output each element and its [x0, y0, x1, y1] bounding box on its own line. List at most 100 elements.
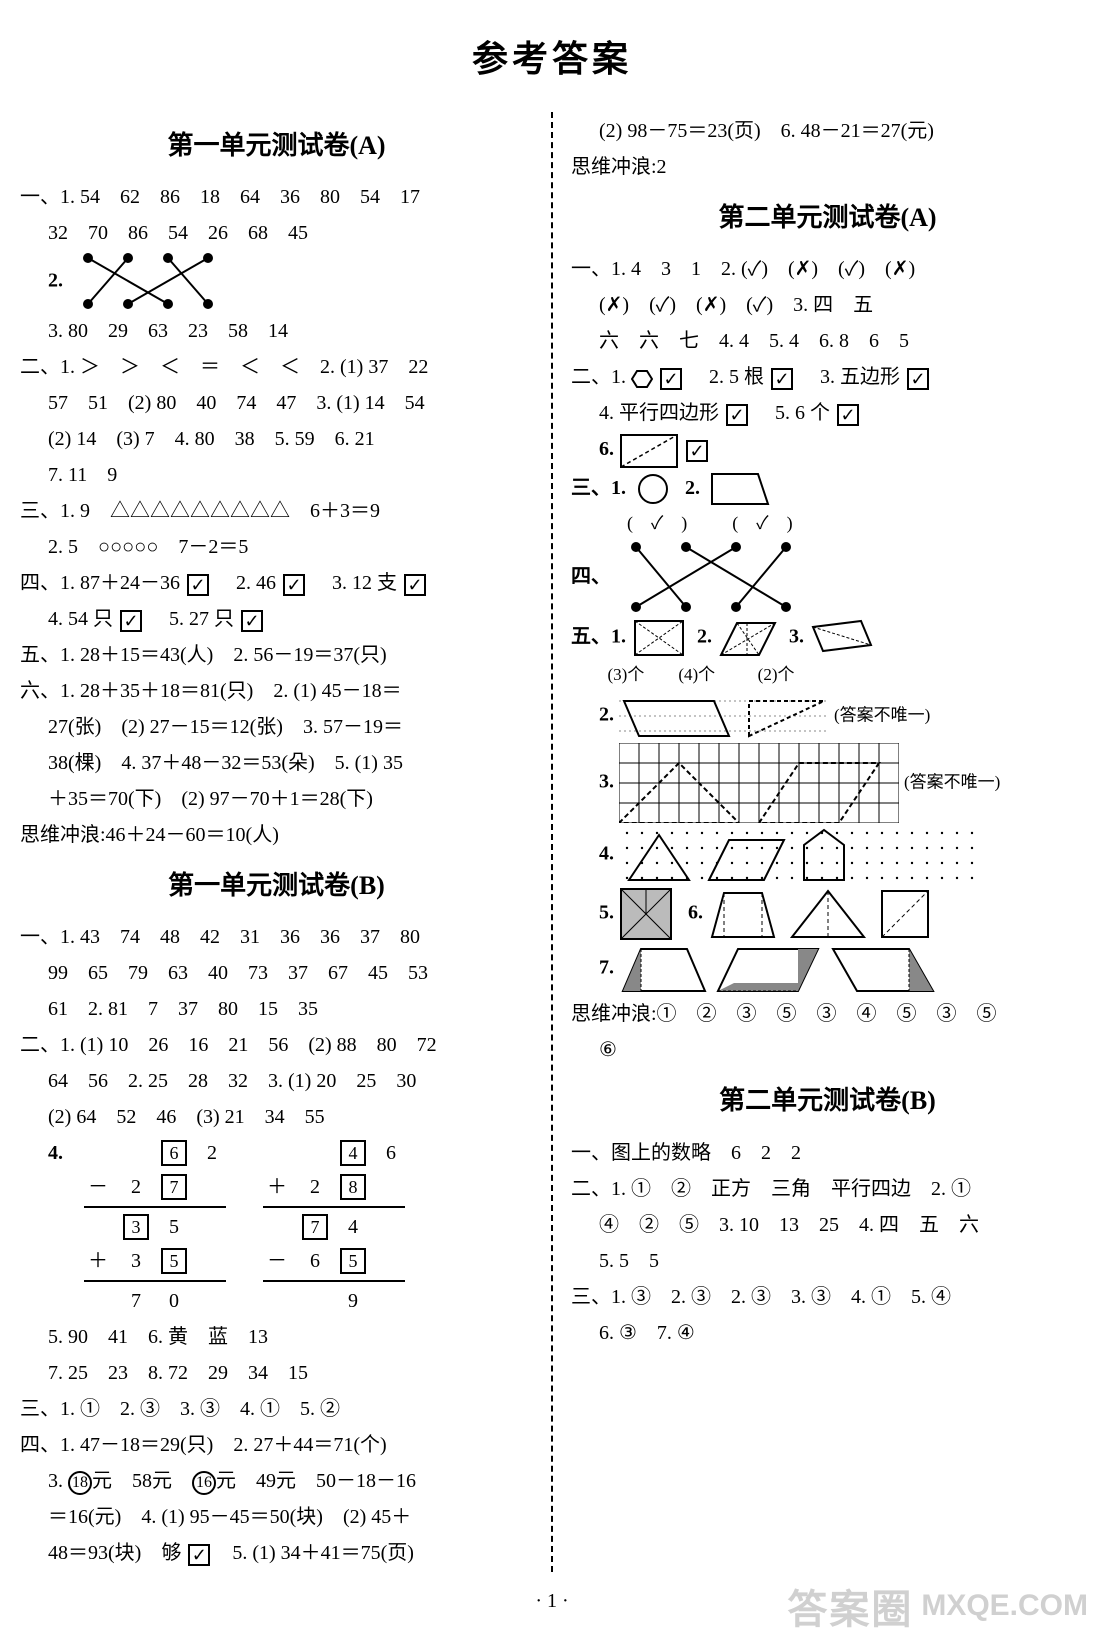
r2a-q24: 4. 平行四边形 [599, 402, 724, 424]
shape-5-2 [717, 617, 779, 659]
column-divider [551, 112, 553, 1572]
trapezoid-icon [710, 472, 770, 506]
tangram-icon [619, 887, 673, 941]
arithmetic-2: 46＋28 74 －65 9 [247, 1142, 421, 1164]
dot-grid-shapes [619, 825, 979, 885]
cross-diagram-1 [68, 252, 238, 312]
l1a-q21c: (2) 14 (3) 7 4. 80 38 5. 59 6. 21 [20, 422, 533, 456]
l1a-q44: 4. 54 只 [48, 608, 118, 630]
r2b-q21: 二、1. ① ② 正方 三角 平行四边 2. ① [571, 1172, 1084, 1206]
grid-shapes [619, 743, 899, 823]
l1b-q4b3-row: 3. 18元 58元 16元 49元 50－18－16 [20, 1464, 533, 1498]
r2a-q11b: (✗) (✓) (✗) (✓) 3. 四 五 [571, 288, 1084, 322]
r2a-q4-row: 四、 [571, 541, 1084, 615]
check-icon: ✓ [404, 574, 426, 596]
r2a-q26-row: 6. ✓ [571, 432, 1084, 468]
r2b-q3: 三、1. ③ 2. ③ 2. ③ 3. ③ 4. ① 5. ④ [571, 1280, 1084, 1314]
r2a-q3marks-row: ( ✓ ) ( ✓ ) [571, 508, 1084, 539]
l1b-q21b: 64 56 2. 25 28 32 3. (1) 20 25 30 [20, 1064, 533, 1098]
l1a-think: 思维冲浪:46＋24－60＝10(人) [20, 818, 533, 852]
r2a-q31-row: 三、1. 2. [571, 471, 1084, 506]
r2a-q56: 6. [688, 902, 703, 924]
arithmetic-1: 62－27 35 ＋35 70 [68, 1142, 242, 1164]
l1b-q11c: 61 2. 81 7 37 80 15 35 [20, 992, 533, 1026]
r2a-q57: 7. [599, 957, 614, 979]
r2a-q52b: 2. [599, 704, 614, 726]
r2a-mark1: ( ✓ ) [627, 513, 687, 533]
lbl2: (4)个 [678, 665, 715, 684]
l1a-q2: 2. [20, 252, 533, 312]
l1a-q32: 2. 5 ○○○○○ 7－2＝5 [20, 530, 533, 564]
r2a-q21c: 3. 五边形 [800, 366, 905, 388]
l1a-q61b: 27(张) (2) 27－15＝12(张) 3. 57－19＝ [20, 710, 533, 744]
l1a-q1a: 一、1. 54 62 86 18 64 36 80 54 17 [20, 180, 533, 214]
r2a-q24-row: 4. 平行四边形 ✓ 5. 6 个 ✓ [571, 396, 1084, 430]
l1b-q21: 二、1. (1) 10 26 16 21 56 (2) 88 80 72 [20, 1028, 533, 1062]
r2a-think2: ⑥ [571, 1033, 1084, 1067]
l1b-q4b3c: 元 49元 50－18－16 [216, 1470, 416, 1492]
check-icon: ✓ [907, 368, 929, 390]
cross-diagram-2 [616, 541, 816, 615]
r2a-q54: 4. [599, 843, 614, 865]
r2a-q57-row: 7. [571, 943, 1084, 995]
section-2b-title: 第二单元测试卷(B) [571, 1079, 1084, 1123]
r-top2: 思维冲浪:2 [571, 150, 1084, 184]
r2a-q11: 一、1. 4 3 1 2. (✓) (✗) (✓) (✗) [571, 252, 1084, 286]
r2a-q51: 五、1. [571, 625, 626, 647]
circled-18: 18 [68, 1471, 92, 1495]
r2b-q21c: 5. 5 5 [571, 1244, 1084, 1278]
l1a-q21: 二、1. ＞ ＞ ＜ ＝ ＜ ＜ 2. (1) 37 22 [20, 350, 533, 384]
l1a-q31: 三、1. 9 △△△△△△△△△ 6＋3＝9 [20, 494, 533, 528]
lbl3: (2)个 [758, 665, 795, 684]
l1b-q4b3a: 3. [48, 1470, 68, 1492]
l1b-q4b3e: 48＝93(块) 够 [48, 1542, 186, 1564]
r2a-q53: 3. [789, 625, 804, 647]
l1b-q5: 5. 90 41 6. 黄 蓝 13 [20, 1320, 533, 1354]
r2a-q11c: 六 六 七 4. 4 5. 4 6. 8 6 5 [571, 324, 1084, 358]
l1a-q21b: 57 51 (2) 80 40 74 47 3. (1) 14 54 [20, 386, 533, 420]
page: 参考答案 第一单元测试卷(A) 一、1. 54 62 86 18 64 36 8… [0, 0, 1104, 1643]
l1a-q61d: ＋35＝70(下) (2) 97－70＋1＝28(下) [20, 782, 533, 816]
r2b-q21b: ④ ② ⑤ 3. 10 13 25 4. 四 五 六 [571, 1208, 1084, 1242]
l1b-q11: 一、1. 43 74 48 42 31 36 36 37 80 [20, 920, 533, 954]
main-title: 参考答案 [20, 30, 1084, 82]
l1a-q21d: 7. 11 9 [20, 458, 533, 492]
check-icon: ✓ [120, 610, 142, 632]
r2a-q52: 2. [697, 625, 712, 647]
watermark: 答案圈 MXQE.COM [787, 1577, 1088, 1635]
l1b-q4-row: 4. 62－27 35 ＋35 70 46＋28 74 －65 9 [20, 1136, 533, 1318]
r2a-q53b: 3. [599, 771, 614, 793]
check-icon: ✓ [660, 368, 682, 390]
para-shaded [714, 943, 824, 995]
r2b-q3b: 6. ③ 7. ④ [571, 1316, 1084, 1350]
check-icon: ✓ [241, 610, 263, 632]
section-1b-title: 第一单元测试卷(B) [20, 864, 533, 908]
hexagon-icon [631, 369, 653, 389]
circle-icon [636, 472, 670, 506]
l1a-q61: 六、1. 28＋35＋18＝81(只) 2. (1) 45－18＝ [20, 674, 533, 708]
watermark-chars: 答案圈 [787, 1577, 913, 1635]
l1b-q4b1: 四、1. 47－18＝29(只) 2. 27＋44＝71(个) [20, 1428, 533, 1462]
r2a-q54-row: 4. [571, 825, 1084, 885]
check-icon: ✓ [283, 574, 305, 596]
l1a-q41: 四、1. 87＋24－36 [20, 572, 185, 594]
l1b-q4b3e-row: 48＝93(块) 够 ✓ 5. (1) 34＋41＝75(页) [20, 1536, 533, 1570]
triangle-dashed-icon [788, 887, 868, 941]
r-top1: (2) 98－75＝23(页) 6. 48－21＝27(元) [571, 114, 1084, 148]
ans-note-2: (答案不唯一) [904, 773, 1000, 792]
trapezoid-dashed-icon [708, 887, 778, 941]
check-icon: ✓ [837, 404, 859, 426]
trap-shaded-1 [619, 943, 709, 995]
l1b-q31: 三、1. ① 2. ③ 3. ③ 4. ① 5. ② [20, 1392, 533, 1426]
l1b-q4: 4. [48, 1142, 63, 1164]
l1b-q4b3d: ＝16(元) 4. (1) 95－45＝50(块) (2) 45＋ [20, 1500, 533, 1534]
r2a-q4: 四、 [571, 565, 611, 587]
r2a-q55: 5. [599, 902, 614, 924]
r2a-q26: 6. [599, 438, 619, 460]
l1b-q7: 7. 25 23 8. 72 29 34 15 [20, 1356, 533, 1390]
l1b-q4b3f: 5. (1) 34＋41＝75(页) [212, 1542, 414, 1564]
shape-5-1 [631, 617, 687, 659]
shape-5-3 [809, 617, 875, 659]
l1a-q1b: 32 70 86 54 26 68 45 [20, 216, 533, 250]
l1a-q41-row: 四、1. 87＋24－36 ✓ 2. 46 ✓ 3. 12 支 ✓ [20, 566, 533, 600]
